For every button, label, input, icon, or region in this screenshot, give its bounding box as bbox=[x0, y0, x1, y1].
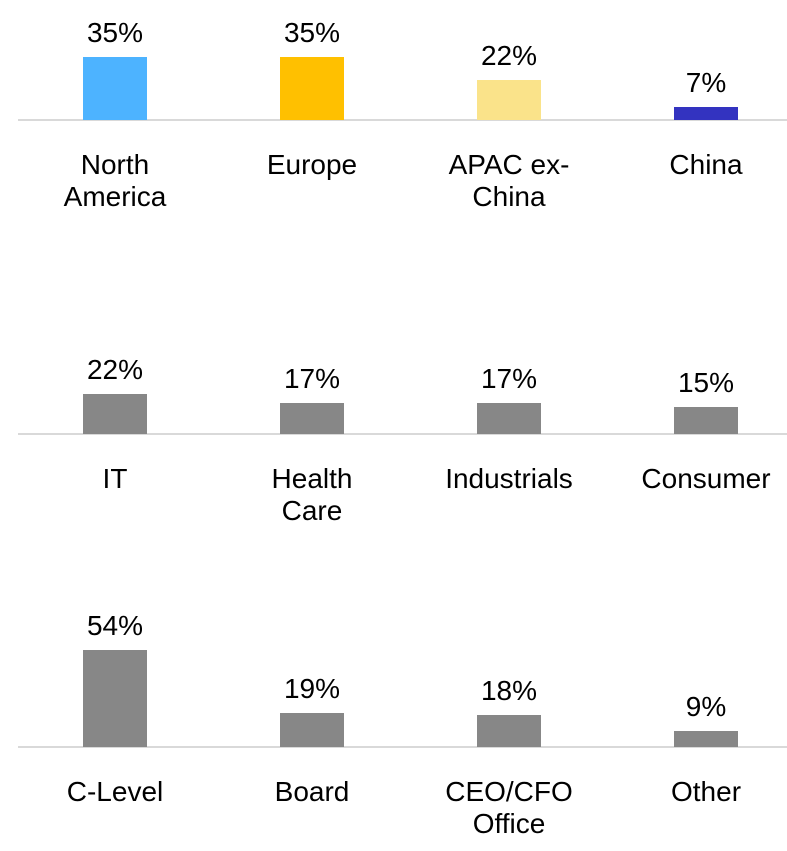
bar bbox=[280, 57, 344, 120]
bar bbox=[674, 730, 738, 747]
value-label: 19% bbox=[283, 672, 341, 704]
value-label: 35% bbox=[283, 17, 341, 48]
baseline bbox=[18, 746, 787, 748]
category-label: APAC ex-China bbox=[448, 149, 570, 212]
bar bbox=[674, 407, 738, 434]
bar bbox=[280, 712, 344, 747]
category-label: Other bbox=[670, 776, 742, 807]
baseline bbox=[18, 433, 787, 435]
category-label: Europe bbox=[266, 149, 358, 180]
bar bbox=[83, 57, 147, 120]
category-label: C-Level bbox=[66, 776, 164, 807]
value-label: 17% bbox=[283, 363, 341, 395]
baseline bbox=[18, 119, 787, 121]
category-label: North America bbox=[63, 149, 167, 212]
value-label: 17% bbox=[480, 363, 538, 395]
bar bbox=[83, 394, 147, 434]
bar bbox=[674, 107, 738, 120]
value-label: 7% bbox=[685, 67, 727, 99]
category-label: Consumer bbox=[641, 463, 771, 494]
value-label: 54% bbox=[86, 609, 144, 641]
category-label: China bbox=[669, 149, 743, 180]
value-label: 35% bbox=[86, 17, 144, 48]
category-label: CEO/CFO Office bbox=[445, 776, 573, 839]
category-label: IT bbox=[102, 463, 128, 494]
value-label: 22% bbox=[480, 40, 538, 72]
bar bbox=[280, 403, 344, 434]
value-label: 15% bbox=[677, 367, 735, 398]
bar bbox=[477, 403, 541, 434]
bar bbox=[477, 714, 541, 747]
category-label: Industrials bbox=[445, 463, 573, 494]
category-label: Health Care bbox=[271, 463, 353, 526]
category-label: Board bbox=[274, 776, 350, 807]
value-label: 18% bbox=[480, 674, 538, 706]
bar bbox=[83, 649, 147, 747]
value-label: 9% bbox=[685, 690, 727, 722]
value-label: 22% bbox=[86, 354, 144, 386]
bar bbox=[477, 80, 541, 120]
